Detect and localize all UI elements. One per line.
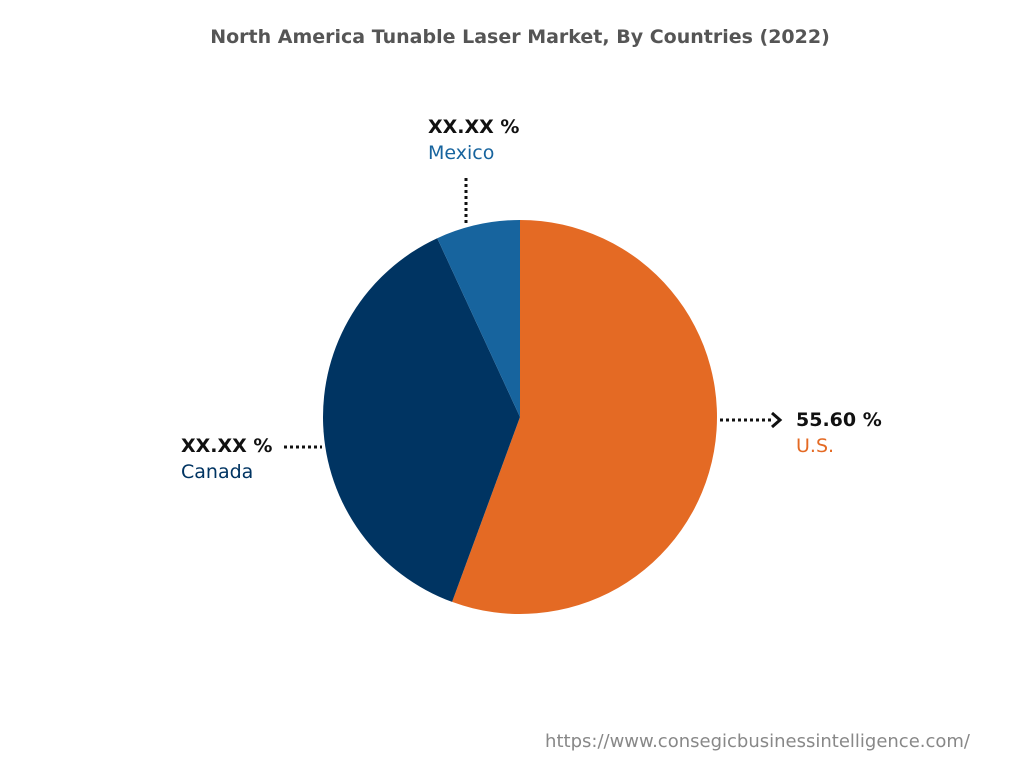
source-url[interactable]: https://www.consegicbusinessintelligence… [545,731,970,752]
slice-name: Mexico [428,142,495,164]
pie-slice-mexico [437,220,520,417]
pie-slice-us [452,220,718,614]
slice-name: U.S. [796,435,835,457]
chart-title: North America Tunable Laser Market, By C… [210,26,830,48]
slice-label-canada: XX.XX % Canada [181,435,272,483]
slice-name: Canada [181,461,254,483]
slice-label-mexico: XX.XX % Mexico [428,116,519,164]
slice-value: XX.XX % [181,435,273,457]
pie-slice-canada [323,238,520,602]
slice-value: XX.XX % [428,116,520,138]
slice-value: 55.60 % [796,409,882,431]
arrow-head-us [771,411,783,429]
slice-label-us: 55.60 % U.S. [796,409,882,457]
